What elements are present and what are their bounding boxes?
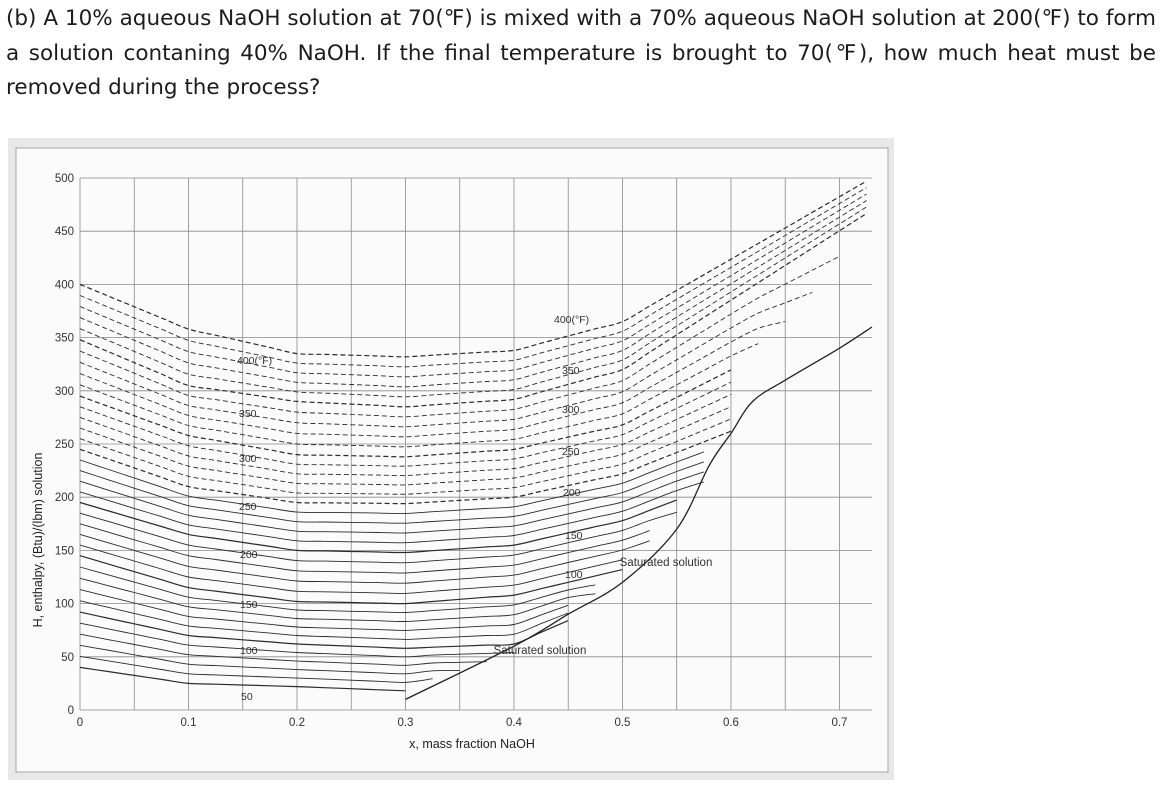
curve-label-200-left: 200: [240, 549, 258, 561]
y-tick-label: 50: [61, 652, 74, 664]
curve-label-50-left: 50: [241, 691, 253, 703]
isotherm-curves: [79, 180, 867, 692]
isotherm-intermediate: [79, 577, 596, 622]
curve-label-100-left: 100: [240, 645, 258, 657]
isotherm-intermediate: [79, 600, 569, 640]
curve-label-100-right: 100: [565, 569, 583, 581]
isotherm-intermediate: [79, 255, 840, 418]
svg-text:H, enthalpy, (Btu)/(lbm) solut: H, enthalpy, (Btu)/(lbm) solution: [31, 453, 45, 628]
isotherm-intermediate: [79, 533, 650, 584]
isotherm-intermediate: [79, 187, 867, 368]
chart-figure: H, enthalpy, (Btu)/(lbm) solution x, mas…: [8, 138, 894, 780]
curve-label-200-right: 200: [563, 487, 581, 499]
curve-label-150-right: 150: [565, 530, 583, 542]
y-tick-label: 450: [55, 226, 74, 238]
isotherm-50: [79, 666, 406, 692]
saturation-curve: [405, 326, 873, 700]
x-tick-label: 0.3: [397, 717, 413, 729]
isotherm-intermediate: [79, 193, 867, 378]
isotherm-intermediate: [79, 589, 569, 631]
y-axis-label: H, enthalpy, (Btu)/(lbm) solution: [31, 453, 45, 628]
y-tick-label: 250: [55, 439, 74, 451]
saturated-solution-label-upper: Saturated solution: [620, 557, 713, 569]
isotherm-intermediate: [79, 633, 487, 666]
x-tick-label: 0.1: [180, 717, 196, 729]
isotherm-250: [79, 430, 732, 505]
y-tick-label: 400: [55, 279, 74, 291]
isotherm-intermediate: [79, 644, 460, 675]
x-tick-label: 0.4: [506, 717, 523, 729]
isotherm-intermediate: [79, 544, 623, 594]
curve-label-250-right: 250: [562, 446, 580, 458]
y-tick-label: 350: [55, 333, 74, 345]
isotherm-intermediate: [79, 461, 704, 524]
isotherm-350: [79, 212, 867, 408]
isotherm-intermediate: [79, 418, 732, 495]
y-tick-label: 0: [68, 705, 74, 717]
isotherm-intermediate: [79, 291, 813, 428]
y-tick-labels: 0 50 100 150 200 250 300 350 400 450 500: [55, 173, 74, 717]
isotherm-intermediate: [79, 523, 650, 574]
curve-label-400-right: 400(°F): [554, 314, 589, 326]
problem-statement: (b) A 10% aqueous NaOH solution at 70(℉)…: [6, 6, 1156, 100]
x-axis-label: x, mass fraction NaOH: [409, 737, 535, 751]
isotherm-intermediate: [79, 622, 515, 658]
isotherm-intermediate: [79, 471, 704, 534]
curve-label-350-left: 350: [239, 408, 257, 420]
curve-label-150-left: 150: [240, 599, 258, 611]
isotherm-intermediate: [79, 481, 704, 544]
saturated-solution-label-lower: Saturated solution: [494, 645, 587, 657]
y-tick-label: 500: [55, 173, 74, 185]
curve-label-300-right: 300: [562, 404, 580, 416]
x-tick-label: 0.5: [614, 717, 630, 729]
x-tick-label: 0.6: [723, 717, 739, 729]
y-tick-label: 150: [55, 545, 74, 557]
x-tick-label: 0.2: [289, 717, 305, 729]
isotherm-intermediate: [79, 566, 596, 614]
y-tick-label: 200: [55, 492, 74, 504]
isotherm-intermediate: [79, 381, 732, 467]
isotherm-intermediate: [79, 406, 732, 486]
isotherm-intermediate: [79, 451, 704, 514]
y-tick-label: 100: [55, 599, 74, 611]
isotherm-300: [79, 369, 732, 458]
curve-label-300-left: 300: [239, 453, 257, 465]
isotherm-intermediate: [79, 321, 786, 438]
curve-label-250-left: 250: [239, 501, 257, 513]
isotherm-100: [79, 611, 569, 649]
isotherm-intermediate: [79, 655, 433, 683]
isotherm-intermediate: [79, 206, 867, 398]
curve-label-350-right: 350: [562, 365, 580, 377]
isotherm-150: [79, 555, 623, 605]
x-tick-labels: 0 0.1 0.2 0.3 0.4 0.5 0.6 0.7: [77, 717, 848, 729]
y-tick-label: 300: [55, 386, 74, 398]
curve-label-400-left: 400(°F): [237, 355, 272, 367]
isotherm-intermediate: [79, 393, 732, 476]
isotherm-200: [79, 499, 677, 554]
x-tick-label: 0: [77, 717, 83, 729]
x-tick-label: 0.7: [831, 717, 847, 729]
enthalpy-concentration-chart: H, enthalpy, (Btu)/(lbm) solution x, mas…: [8, 138, 894, 780]
isotherm-intermediate: [79, 200, 867, 388]
isotherm-intermediate: [79, 343, 759, 448]
isotherm-intermediate: [79, 511, 677, 564]
